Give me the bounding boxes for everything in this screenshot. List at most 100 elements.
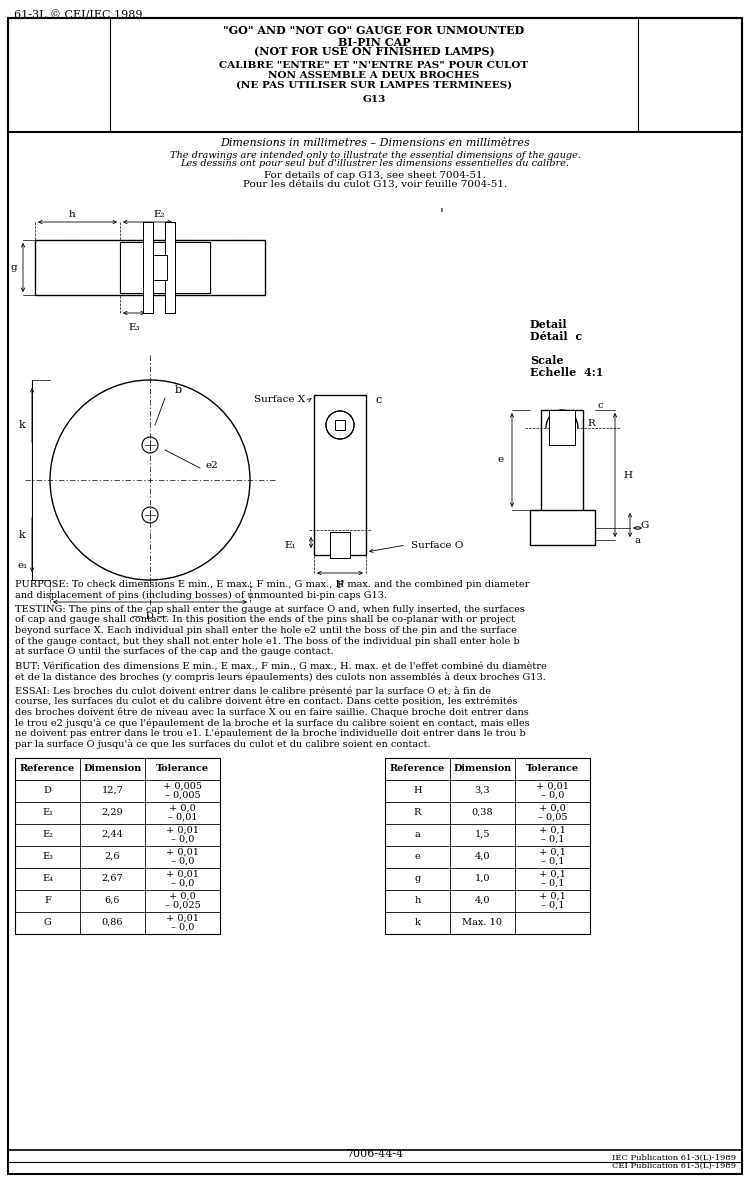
Text: Tolerance: Tolerance (526, 764, 579, 772)
Text: a: a (635, 536, 641, 545)
Text: 0,86: 0,86 (102, 918, 123, 927)
Text: TESTING: The pins of the cap shall enter the gauge at surface O and, when fully : TESTING: The pins of the cap shall enter… (15, 606, 525, 614)
Text: 1,5: 1,5 (475, 830, 490, 839)
Bar (165, 222, 175, 313)
Bar (530, 510, 595, 545)
Text: at surface O until the surfaces of the cap and the gauge contact.: at surface O until the surfaces of the c… (15, 647, 334, 656)
Text: E₄: E₄ (556, 411, 568, 420)
Text: e2: e2 (205, 460, 218, 470)
Bar (153, 255, 167, 280)
Text: e₁: e₁ (18, 560, 28, 570)
Text: e: e (415, 852, 420, 861)
Text: Dimensions in millimetres – Dimensions en millimètres: Dimensions in millimetres – Dimensions e… (220, 138, 530, 148)
Text: + 0,1: + 0,1 (539, 870, 566, 879)
Text: h: h (69, 210, 75, 219)
Text: + 0,0: + 0,0 (170, 892, 196, 901)
Bar (15, 757, 220, 933)
Text: NON ASSEMBLE A DEUX BROCHES: NON ASSEMBLE A DEUX BROCHES (268, 70, 480, 80)
Text: k: k (415, 918, 421, 927)
Bar (549, 410, 575, 445)
Text: BI-PIN CAP: BI-PIN CAP (338, 37, 410, 48)
Text: + 0,01: + 0,01 (166, 914, 199, 923)
Text: + 0,1: + 0,1 (539, 826, 566, 836)
Text: Surface O: Surface O (411, 540, 464, 550)
Text: c: c (376, 395, 382, 405)
Text: PURPOSE: To check dimensions E min., E max., F min., G max., H max. and the comb: PURPOSE: To check dimensions E min., E m… (15, 581, 530, 589)
Text: et de la distance des broches (y compris leurs épaulements) des culots non assem: et de la distance des broches (y compris… (15, 672, 546, 682)
Text: E₃: E₃ (42, 852, 53, 861)
Bar (541, 410, 583, 515)
Text: E₃: E₃ (128, 323, 140, 333)
Text: + 0,1: + 0,1 (539, 892, 566, 901)
Text: H: H (623, 471, 632, 479)
Text: F: F (337, 581, 344, 590)
Text: 2,6: 2,6 (105, 852, 120, 861)
Text: 2,44: 2,44 (101, 830, 124, 839)
Text: + 0,01: + 0,01 (166, 826, 199, 836)
Text: The drawings are intended only to illustrate the essential dimensions of the gau: The drawings are intended only to illust… (170, 150, 580, 160)
Text: 2,67: 2,67 (102, 874, 123, 883)
Text: 1,0: 1,0 (475, 874, 490, 883)
Text: – 0,1: – 0,1 (541, 836, 564, 844)
Text: Surface X: Surface X (254, 396, 305, 404)
Text: E₂: E₂ (153, 210, 165, 219)
Text: Echelle  4:1: Echelle 4:1 (530, 366, 603, 378)
Bar (335, 420, 345, 430)
Text: Reference: Reference (20, 764, 75, 772)
Text: Dimension: Dimension (453, 764, 512, 772)
Text: 4,0: 4,0 (475, 896, 490, 905)
Bar (143, 222, 153, 313)
Text: Reference: Reference (390, 764, 445, 772)
Text: – 0,0: – 0,0 (171, 836, 194, 844)
Text: – 0,1: – 0,1 (541, 857, 564, 867)
Text: H: H (413, 786, 422, 795)
Circle shape (326, 411, 354, 439)
Text: + 0,01: + 0,01 (166, 870, 199, 879)
Text: of cap and gauge shall contact. In this position the ends of the pins shall be c: of cap and gauge shall contact. In this … (15, 615, 515, 625)
Bar (143, 222, 153, 313)
Text: k: k (18, 420, 25, 430)
Text: G: G (640, 521, 648, 529)
Text: R: R (414, 808, 422, 817)
Text: of the gauge contact, but they shall not enter hole e1. The boss of the individu: of the gauge contact, but they shall not… (15, 637, 520, 646)
Text: E₁: E₁ (284, 540, 296, 550)
Bar (541, 410, 583, 515)
Bar (549, 410, 575, 445)
Text: – 0,1: – 0,1 (541, 879, 564, 888)
Text: – 0,0: – 0,0 (541, 791, 564, 800)
Text: g: g (10, 262, 17, 272)
Bar (385, 757, 590, 933)
Text: For details of cap G13, see sheet 7004-51.: For details of cap G13, see sheet 7004-5… (264, 170, 486, 180)
Text: ESSAI: Les broches du culot doivent entrer dans le calibre présenté par la surfa: ESSAI: Les broches du culot doivent entr… (15, 687, 491, 696)
Bar (314, 395, 366, 555)
Text: 6,6: 6,6 (105, 896, 120, 905)
Text: c: c (598, 401, 604, 410)
Text: 61-3L © CEI/IEC 1989: 61-3L © CEI/IEC 1989 (14, 10, 142, 20)
Text: "GO" AND "NOT GO" GAUGE FOR UNMOUNTED: "GO" AND "NOT GO" GAUGE FOR UNMOUNTED (224, 25, 525, 36)
Text: – 0,01: – 0,01 (168, 813, 197, 822)
Text: CEI Publication 61-3(L)-1989: CEI Publication 61-3(L)-1989 (612, 1162, 736, 1171)
Text: b: b (175, 385, 182, 395)
Text: – 0,0: – 0,0 (171, 857, 194, 867)
Text: ne doivent pas entrer dans le trou e1. L'épaulement de la broche individuelle do: ne doivent pas entrer dans le trou e1. L… (15, 728, 526, 738)
Text: h: h (414, 896, 421, 905)
Text: E₄: E₄ (42, 874, 53, 883)
Text: F: F (44, 896, 51, 905)
Text: ― D ―: ― D ― (132, 611, 168, 621)
Text: IEC Publication 61-3(L)-1989: IEC Publication 61-3(L)-1989 (612, 1154, 736, 1162)
Text: – 0,0: – 0,0 (171, 879, 194, 888)
Bar (35, 240, 265, 294)
Text: 12,7: 12,7 (101, 786, 124, 795)
Text: Scale: Scale (530, 354, 563, 366)
Text: R: R (587, 420, 595, 428)
Bar (330, 532, 350, 558)
Text: – 0,1: – 0,1 (541, 901, 564, 909)
Text: D: D (44, 786, 52, 795)
Text: E₂: E₂ (42, 830, 53, 839)
Text: G13: G13 (362, 95, 386, 105)
Text: – 0,005: – 0,005 (165, 791, 200, 800)
Text: 4,0: 4,0 (475, 852, 490, 861)
Text: + 0,01: + 0,01 (536, 782, 569, 791)
Bar (165, 222, 175, 313)
Text: + 0,005: + 0,005 (163, 782, 202, 791)
